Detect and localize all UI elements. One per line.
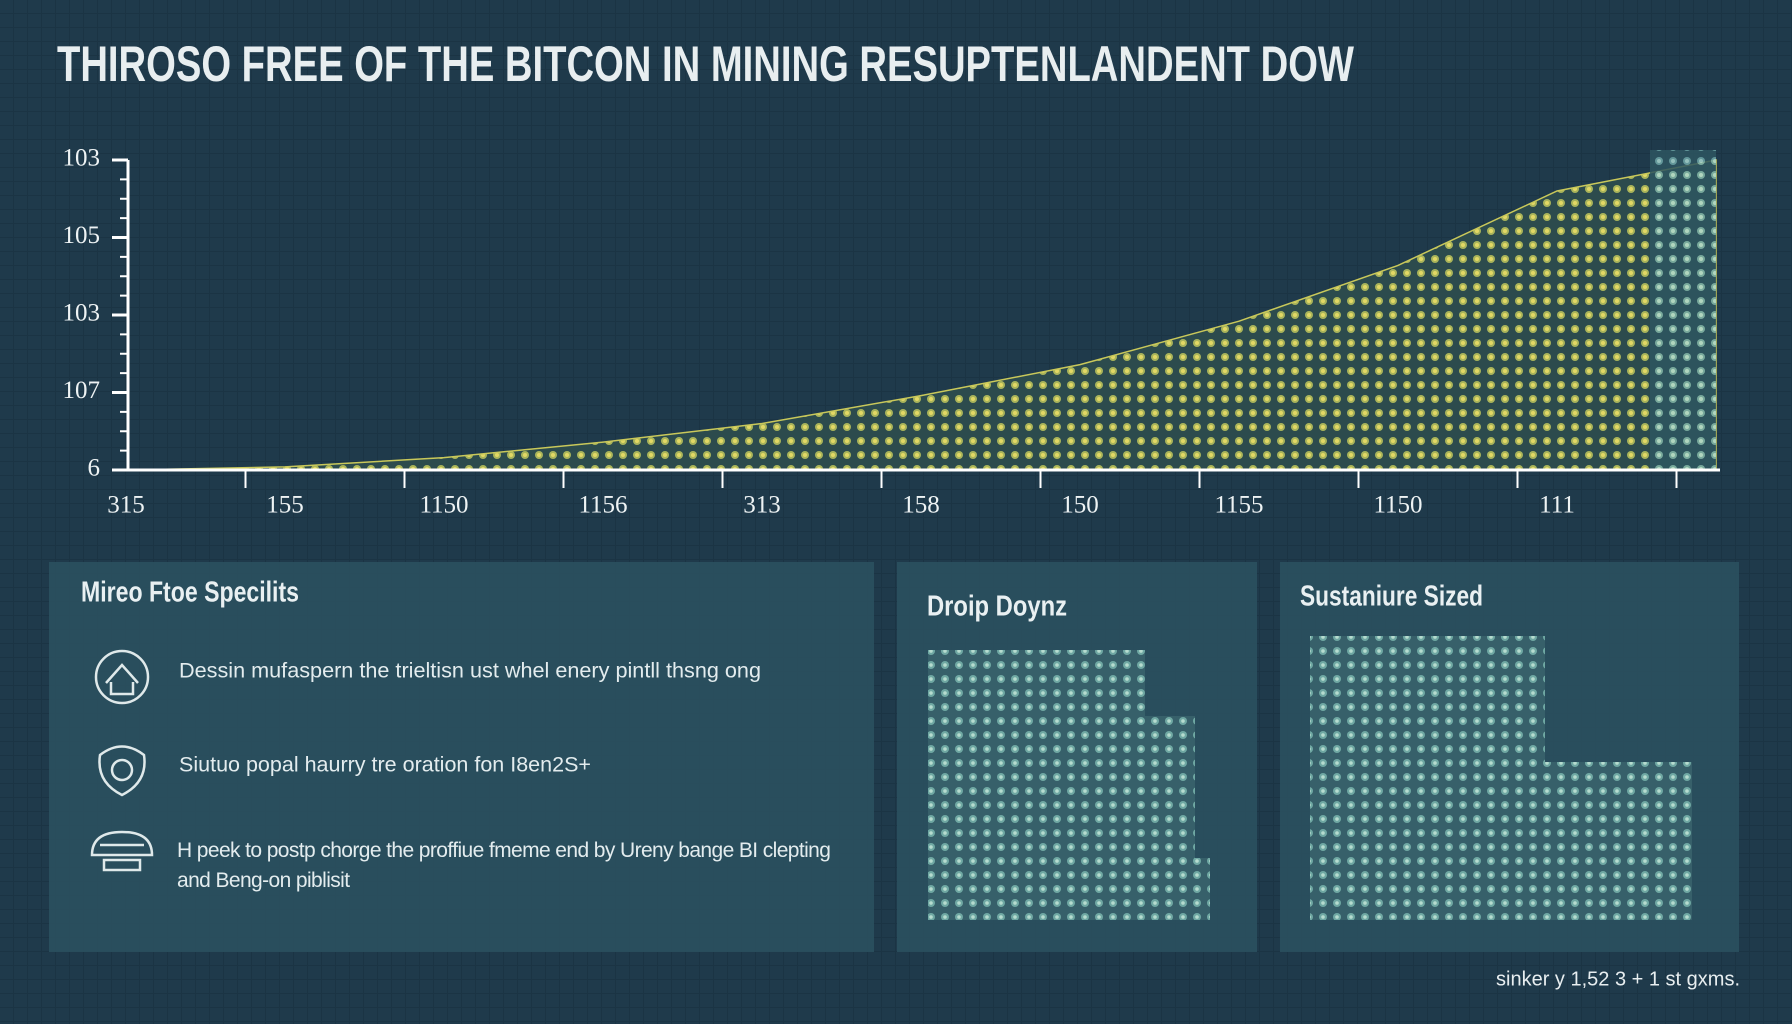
list-item-wrap: H peek to postp chorge the proffiue fmem…	[177, 839, 831, 892]
icon	[94, 649, 150, 705]
list-item: H peek to postp chorge the proffiue fmem…	[177, 839, 831, 892]
panel-title: Droip Doynz	[927, 591, 1067, 623]
y-tick-label: 103	[63, 145, 101, 172]
y-tick-label: 6	[88, 455, 101, 482]
x-tick-label: 315	[107, 492, 145, 519]
x-tick-label: 158	[902, 492, 940, 519]
x-tick-label: 313	[743, 492, 781, 519]
x-tick-label: 111	[1539, 492, 1575, 519]
x-tick-label: 1150	[419, 492, 468, 519]
icon	[98, 745, 146, 797]
x-tick-label: 1150	[1373, 492, 1422, 519]
list-item: Dessin mufaspern the trieltisn ust whel …	[179, 660, 761, 683]
dot-block	[928, 650, 1210, 920]
footer: sinker y 1,52 3 + 1 st gxms.	[1496, 968, 1740, 990]
x-tick-label: 1155	[1214, 492, 1263, 519]
panel-title: Mireo Ftoe Specilits	[81, 577, 299, 609]
panel-title: Sustaniure Sized	[1300, 581, 1483, 613]
x-tick-label: 150	[1061, 492, 1099, 519]
panel	[49, 562, 874, 952]
dot-block	[1310, 636, 1692, 920]
chart-title: THIROSO FREE OF THE BITCON IN MINING RES…	[57, 36, 1355, 92]
x-tick-label: 155	[266, 492, 304, 519]
x-tick-label: 1156	[578, 492, 627, 519]
icon	[90, 830, 154, 872]
y-tick-label: 107	[63, 377, 101, 404]
list-item: Siutuo popal haurry tre oration fon I8en…	[179, 754, 591, 777]
area-highlight	[1650, 150, 1716, 470]
y-tick-label: 105	[63, 222, 101, 249]
y-tick-label: 103	[63, 300, 101, 327]
